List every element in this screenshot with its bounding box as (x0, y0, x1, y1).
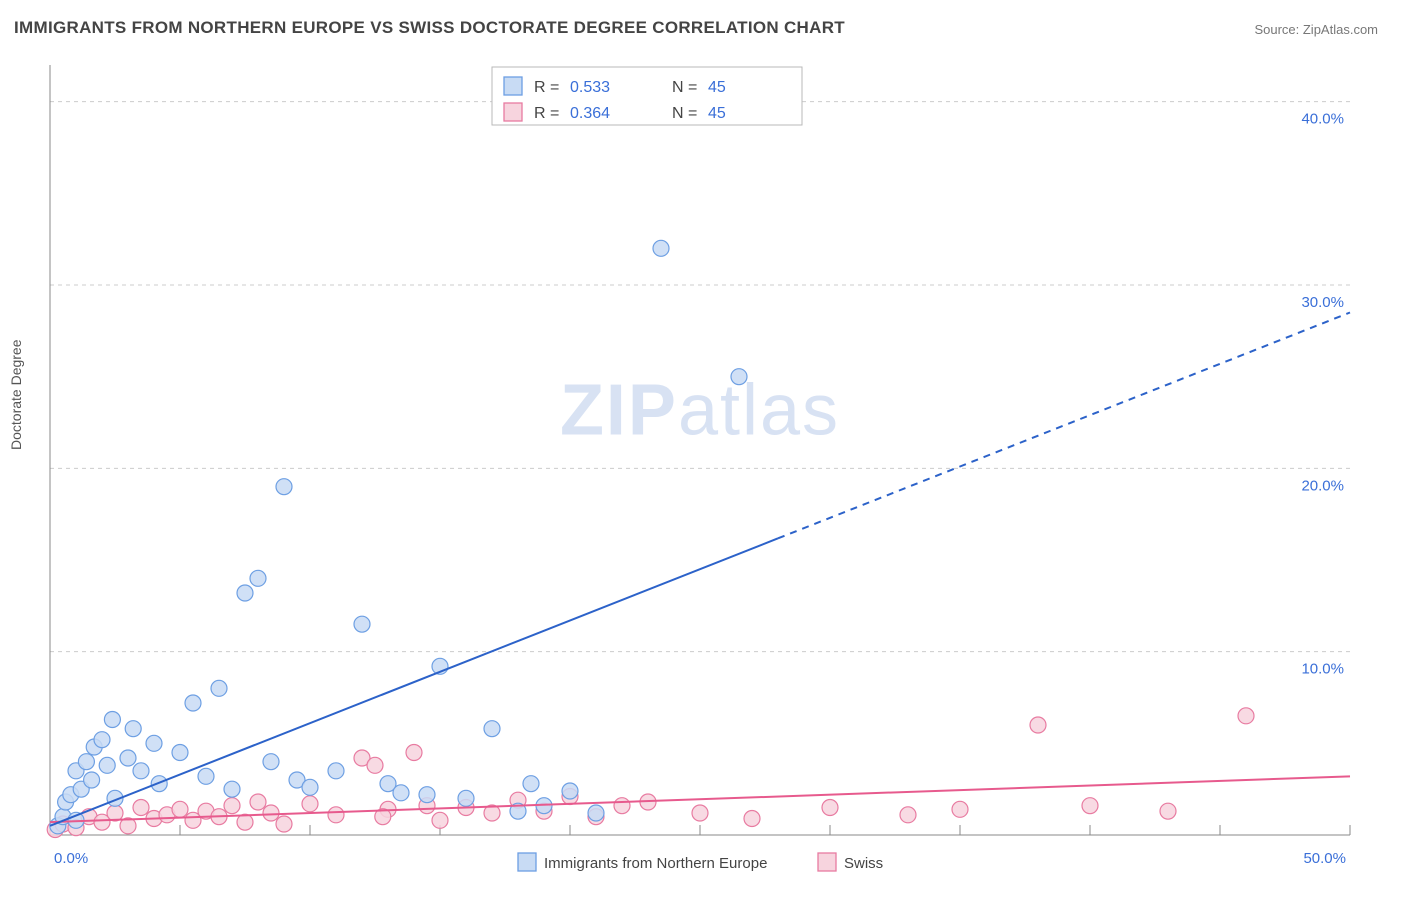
point-northern-europe (328, 763, 344, 779)
legend-swatch (504, 77, 522, 95)
point-northern-europe (237, 585, 253, 601)
x-tick-label: 50.0% (1303, 850, 1346, 867)
point-northern-europe (731, 369, 747, 385)
point-swiss (1082, 798, 1098, 814)
trend-northern-europe (50, 538, 778, 825)
point-swiss (172, 801, 188, 817)
point-northern-europe (185, 695, 201, 711)
point-northern-europe (84, 772, 100, 788)
point-northern-europe (198, 768, 214, 784)
point-swiss (406, 745, 422, 761)
point-northern-europe (99, 757, 115, 773)
chart-title: IMMIGRANTS FROM NORTHERN EUROPE VS SWISS… (14, 18, 845, 38)
point-swiss (432, 812, 448, 828)
legend-r-value: 0.364 (570, 105, 610, 122)
point-northern-europe (484, 721, 500, 737)
point-swiss (744, 811, 760, 827)
bottom-legend-label-a: Immigrants from Northern Europe (544, 855, 767, 872)
bottom-legend-swatch-a (518, 853, 536, 871)
point-swiss (133, 800, 149, 816)
point-swiss (263, 805, 279, 821)
point-swiss (224, 798, 240, 814)
bottom-legend-label-b: Swiss (844, 855, 883, 872)
point-swiss (302, 796, 318, 812)
point-swiss (822, 800, 838, 816)
point-northern-europe (146, 735, 162, 751)
bottom-legend-swatch-b (818, 853, 836, 871)
point-swiss (1160, 803, 1176, 819)
point-swiss (1238, 708, 1254, 724)
legend-swatch (504, 103, 522, 121)
point-northern-europe (393, 785, 409, 801)
point-swiss (276, 816, 292, 832)
point-swiss (250, 794, 266, 810)
point-swiss (367, 757, 383, 773)
legend-n-label: N = (672, 105, 697, 122)
x-tick-label: 0.0% (54, 850, 88, 867)
chart-container: Doctorate Degree 10.0% 20.0% 30.0% 40.0% 0.0… (0, 50, 1406, 892)
point-northern-europe (224, 781, 240, 797)
point-northern-europe (263, 754, 279, 770)
legend-n-value: 45 (708, 79, 726, 96)
point-northern-europe (458, 790, 474, 806)
point-swiss (614, 798, 630, 814)
point-northern-europe (104, 712, 120, 728)
legend-r-value: 0.533 (570, 79, 610, 96)
point-northern-europe (120, 750, 136, 766)
point-swiss (692, 805, 708, 821)
point-swiss (1030, 717, 1046, 733)
point-northern-europe (653, 240, 669, 256)
correlation-chart: 10.0% 20.0% 30.0% 40.0% 0.0% 50.0% ZIPatlas R =… (0, 50, 1406, 892)
point-northern-europe (588, 805, 604, 821)
y-tick-label: 20.0% (1301, 477, 1344, 494)
point-northern-europe (172, 745, 188, 761)
legend-n-label: N = (672, 79, 697, 96)
point-northern-europe (94, 732, 110, 748)
point-northern-europe (125, 721, 141, 737)
y-tick-label: 30.0% (1301, 294, 1344, 311)
point-northern-europe (276, 479, 292, 495)
point-swiss (328, 807, 344, 823)
watermark: ZIPatlas (560, 371, 840, 451)
point-northern-europe (133, 763, 149, 779)
point-northern-europe (302, 779, 318, 795)
point-swiss (952, 801, 968, 817)
point-swiss (900, 807, 916, 823)
y-tick-label: 40.0% (1301, 111, 1344, 128)
point-northern-europe (211, 680, 227, 696)
point-northern-europe (354, 616, 370, 632)
legend-r-label: R = (534, 79, 559, 96)
y-axis-label: Doctorate Degree (8, 339, 24, 450)
point-northern-europe (523, 776, 539, 792)
trend-dash-northern-europe (778, 313, 1350, 539)
point-northern-europe (419, 787, 435, 803)
point-swiss (237, 814, 253, 830)
point-northern-europe (562, 783, 578, 799)
point-swiss (107, 805, 123, 821)
point-northern-europe (250, 570, 266, 586)
y-tick-label: 10.0% (1301, 661, 1344, 678)
point-northern-europe (78, 754, 94, 770)
legend-r-label: R = (534, 105, 559, 122)
legend-n-value: 45 (708, 105, 726, 122)
chart-source: Source: ZipAtlas.com (1254, 22, 1378, 37)
